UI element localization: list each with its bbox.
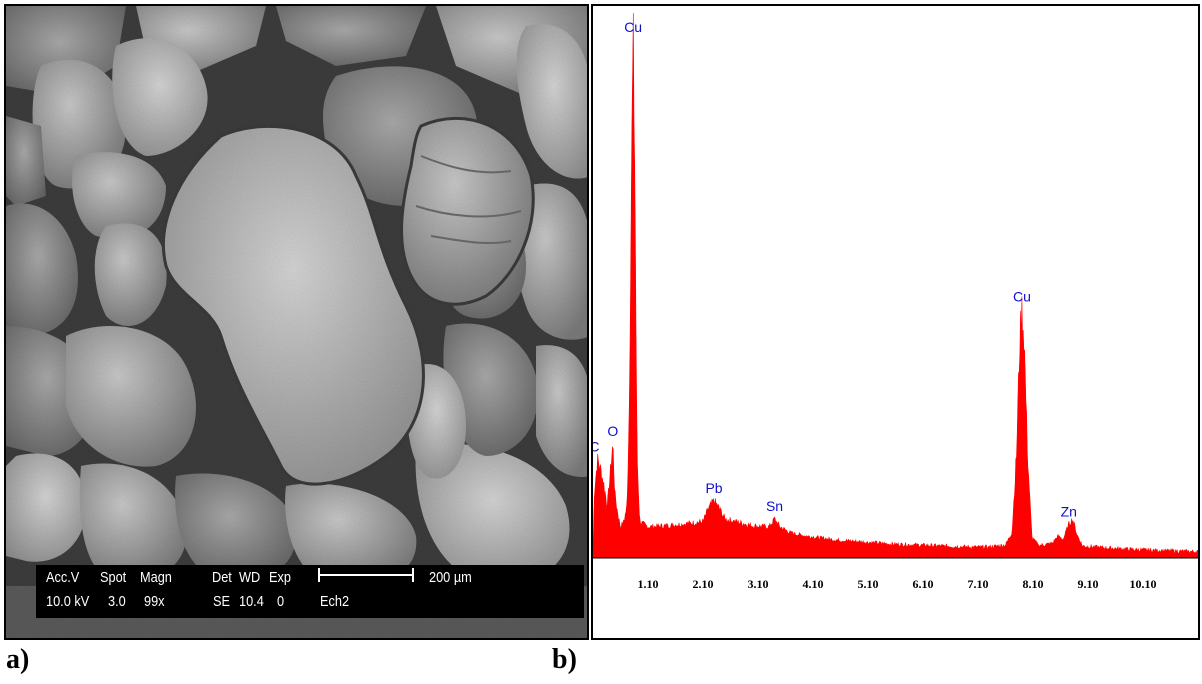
x-tick-label: 5.10 [858,577,879,591]
peak-label-cu: Cu [624,19,642,35]
sem-value-magn: 99x [144,593,165,610]
sem-label-wd: WD [239,569,261,586]
x-tick-label: 10.10 [1130,577,1157,591]
panel-b-label: b) [552,644,577,675]
x-tick-label: 6.10 [913,577,934,591]
peak-label-sn: Sn [766,498,783,514]
peak-label-c: C [593,439,599,455]
x-tick-label: 4.10 [803,577,824,591]
eds-spectrum-panel: 1.10 2.10 3.10 4.10 5.10 6.10 7.10 8.10 9.10 10.1… [591,4,1200,640]
sem-info-bar: Acc.V Spot Magn Det WD Exp 10.0 kV 3.0 9… [36,565,584,618]
sem-label-det: Det [212,569,232,586]
sem-value-exp: 0 [277,593,285,610]
sem-label-magn: Magn [140,569,172,586]
sem-value-wd: 10.4 [239,593,264,610]
eds-spectrum-chart: 1.10 2.10 3.10 4.10 5.10 6.10 7.10 8.10 9.10 10.1… [593,13,1198,591]
x-tick-label: 1.10 [638,577,659,591]
x-tick-label: 9.10 [1078,577,1099,591]
x-tick-label: 7.10 [968,577,989,591]
sem-value-accv: 10.0 kV [46,593,90,610]
scale-bar-right-tick [412,568,414,582]
scale-bar [319,574,413,576]
peak-label-zn: Zn [1061,503,1077,519]
sem-value-det: SE [213,593,231,610]
x-tick-label: 2.10 [693,577,714,591]
x-axis-ticks: 1.10 2.10 3.10 4.10 5.10 6.10 7.10 8.10 9.10 10.1… [638,577,1157,591]
x-tick-label: 3.10 [748,577,769,591]
scale-bar-label: 200 µm [429,569,472,586]
x-tick-label: 8.10 [1023,577,1044,591]
sem-sample-name: Ech2 [320,593,350,610]
peak-label-pb: Pb [705,480,722,496]
panel-a-label: a) [6,644,30,675]
sem-micrograph-panel: Acc.V Spot Magn Det WD Exp 10.0 kV 3.0 9… [4,4,589,640]
sem-micrograph-image [6,6,587,638]
peak-labels: CO Cu Pb Sn Cu Zn [593,19,1077,519]
sem-label-spot: Spot [100,569,127,586]
peak-label-o: O [607,423,618,439]
spectrum-series [593,13,1198,559]
sem-label-exp: Exp [269,569,291,586]
plot-area [593,13,1198,559]
peak-label-cu: Cu [1013,288,1031,304]
sem-value-spot: 3.0 [108,593,126,610]
sem-label-accv: Acc.V [46,569,80,586]
